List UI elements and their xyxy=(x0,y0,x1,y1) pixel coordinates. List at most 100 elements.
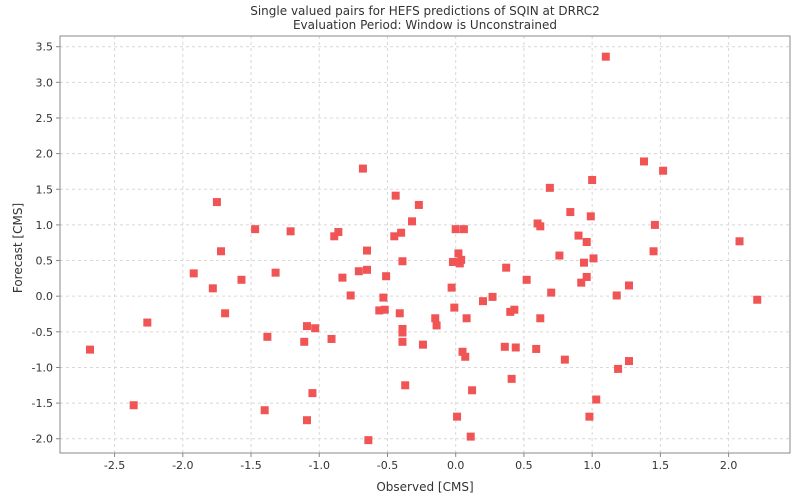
data-point xyxy=(221,309,230,318)
data-point xyxy=(592,395,601,404)
data-point xyxy=(390,232,399,241)
x-tick-label: -2.5 xyxy=(104,459,125,472)
data-point xyxy=(453,412,462,421)
data-point xyxy=(574,231,583,240)
data-point xyxy=(555,251,564,260)
chart-subtitle: Evaluation Period: Window is Unconstrain… xyxy=(293,18,557,32)
data-point xyxy=(459,225,468,234)
data-point xyxy=(300,337,309,346)
data-point xyxy=(502,263,511,272)
data-point xyxy=(500,342,509,351)
data-point xyxy=(461,352,470,361)
data-point xyxy=(522,275,531,284)
data-point xyxy=(346,291,355,300)
data-point xyxy=(462,314,471,323)
data-point xyxy=(614,364,623,373)
data-point xyxy=(382,272,391,281)
data-point xyxy=(263,332,272,341)
data-point xyxy=(395,309,404,318)
data-point xyxy=(358,164,367,173)
data-point xyxy=(379,293,388,302)
data-point xyxy=(659,166,668,175)
data-point xyxy=(143,318,152,327)
data-point xyxy=(582,238,591,247)
y-tick-label: 3.0 xyxy=(36,76,54,89)
x-tick-label: 0.0 xyxy=(447,459,465,472)
data-point xyxy=(579,258,588,267)
data-point xyxy=(308,389,317,398)
plot-area xyxy=(59,35,791,454)
data-point xyxy=(380,305,389,314)
data-point xyxy=(391,191,400,200)
x-tick-label: -2.0 xyxy=(172,459,193,472)
y-tick-label: 1.5 xyxy=(36,183,54,196)
axis-ticks: -2.5 -2.0 -1.5 -1.0 -0.5 0.0 0.5 1.0 1.5 2.0 -2.0 -… xyxy=(32,41,738,472)
y-tick-label: -1.0 xyxy=(32,361,53,374)
x-tick-label: 1.0 xyxy=(583,459,601,472)
gridlines xyxy=(60,36,790,453)
data-point xyxy=(506,307,515,316)
x-tick-label: 1.5 xyxy=(652,459,670,472)
y-tick-label: -1.5 xyxy=(32,397,53,410)
data-point xyxy=(560,355,569,364)
data-point xyxy=(401,381,410,390)
data-point xyxy=(208,284,217,293)
data-point xyxy=(566,208,575,217)
data-point xyxy=(189,269,198,278)
data-point xyxy=(454,249,463,258)
data-point xyxy=(398,328,407,337)
data-point xyxy=(577,278,586,287)
data-point xyxy=(601,52,610,61)
data-point xyxy=(624,357,633,366)
data-point xyxy=(418,340,427,349)
y-tick-label: 1.0 xyxy=(36,219,54,232)
data-point xyxy=(237,275,246,284)
data-point xyxy=(650,220,659,229)
data-point xyxy=(510,305,519,314)
y-tick-label: 0.5 xyxy=(36,255,54,268)
data-point xyxy=(397,228,406,237)
data-point xyxy=(532,344,541,353)
y-tick-label: -0.5 xyxy=(32,326,53,339)
data-point xyxy=(354,267,363,276)
chart-title: Single valued pairs for HEFS predictions… xyxy=(250,4,600,18)
data-point xyxy=(398,257,407,266)
y-axis-label: Forecast [CMS] xyxy=(11,203,25,293)
data-point xyxy=(447,283,456,292)
data-point xyxy=(363,265,372,274)
data-point xyxy=(547,288,556,297)
data-point xyxy=(217,247,226,256)
data-point xyxy=(451,225,460,234)
data-points xyxy=(86,52,762,445)
data-point xyxy=(86,345,95,354)
data-point xyxy=(448,257,457,266)
data-point xyxy=(753,295,762,304)
data-point xyxy=(466,432,475,441)
data-point xyxy=(450,303,459,312)
data-point xyxy=(588,175,597,184)
data-point xyxy=(536,222,545,231)
data-point xyxy=(338,273,347,282)
x-axis-label: Observed [CMS] xyxy=(376,480,473,494)
data-point xyxy=(582,272,591,281)
data-point xyxy=(330,232,339,241)
data-point xyxy=(640,157,648,166)
data-point xyxy=(468,386,477,395)
data-point xyxy=(545,183,554,192)
data-point xyxy=(363,246,372,255)
data-point xyxy=(398,337,407,346)
data-point xyxy=(507,374,516,383)
y-tick-label: -2.0 xyxy=(32,433,53,446)
data-point xyxy=(364,436,373,445)
y-tick-label: 2.5 xyxy=(36,112,54,125)
data-point xyxy=(302,322,311,331)
data-point xyxy=(334,228,343,237)
data-point xyxy=(375,306,384,315)
x-tick-label: 0.5 xyxy=(515,459,533,472)
data-point xyxy=(735,237,744,246)
data-point xyxy=(408,217,417,226)
data-point xyxy=(589,254,598,263)
data-point xyxy=(478,297,487,306)
data-point xyxy=(286,227,295,236)
